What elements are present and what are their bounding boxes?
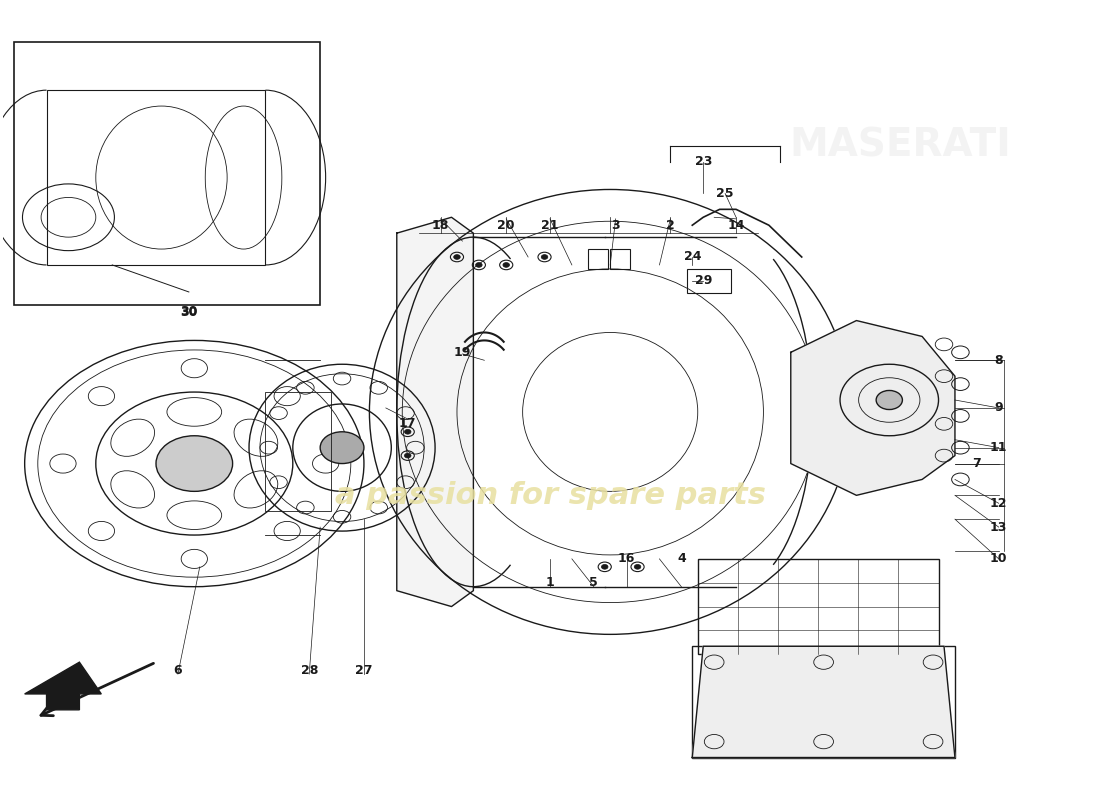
- Text: 5: 5: [590, 576, 598, 590]
- Text: 21: 21: [541, 218, 559, 232]
- Text: 2: 2: [666, 218, 674, 232]
- Text: 30: 30: [180, 306, 198, 319]
- Text: 13: 13: [990, 521, 1008, 534]
- Text: 19: 19: [454, 346, 471, 359]
- Text: 28: 28: [300, 664, 318, 677]
- Text: 29: 29: [694, 274, 712, 287]
- Bar: [46, 90, 265, 265]
- Bar: [610, 249, 630, 269]
- Text: 17: 17: [399, 418, 417, 430]
- Polygon shape: [791, 321, 955, 495]
- Text: 16: 16: [618, 552, 636, 566]
- Bar: [697, 559, 938, 654]
- Polygon shape: [24, 662, 101, 710]
- Text: 18: 18: [432, 218, 449, 232]
- Bar: [588, 249, 608, 269]
- Circle shape: [876, 390, 902, 410]
- Text: 23: 23: [694, 155, 712, 168]
- Circle shape: [453, 254, 460, 259]
- Bar: [265, 392, 331, 511]
- Text: 20: 20: [497, 218, 515, 232]
- Circle shape: [602, 565, 608, 570]
- Circle shape: [475, 262, 482, 267]
- Text: 25: 25: [716, 187, 734, 200]
- Bar: [686, 269, 730, 293]
- Bar: [692, 646, 955, 758]
- Circle shape: [503, 262, 509, 267]
- Polygon shape: [692, 646, 955, 758]
- Circle shape: [320, 432, 364, 463]
- Text: 11: 11: [990, 441, 1008, 454]
- Text: 14: 14: [727, 218, 745, 232]
- Text: 24: 24: [683, 250, 701, 263]
- Circle shape: [541, 254, 548, 259]
- Text: MASERATI: MASERATI: [790, 126, 1011, 165]
- Text: 12: 12: [990, 497, 1008, 510]
- Text: 3: 3: [612, 218, 620, 232]
- Text: 4: 4: [676, 552, 685, 566]
- Polygon shape: [397, 218, 473, 606]
- Text: a passion for spare parts: a passion for spare parts: [334, 481, 766, 510]
- Text: 1: 1: [546, 576, 554, 590]
- Text: 27: 27: [355, 664, 373, 677]
- Bar: [13, 42, 320, 305]
- Circle shape: [405, 430, 411, 434]
- Circle shape: [156, 436, 232, 491]
- Text: 10: 10: [990, 552, 1008, 566]
- Text: 8: 8: [994, 354, 1003, 366]
- Text: 6: 6: [174, 664, 183, 677]
- Text: 9: 9: [994, 402, 1003, 414]
- Text: 7: 7: [972, 457, 981, 470]
- Circle shape: [635, 565, 641, 570]
- Text: 30: 30: [180, 305, 198, 318]
- Circle shape: [405, 454, 411, 458]
